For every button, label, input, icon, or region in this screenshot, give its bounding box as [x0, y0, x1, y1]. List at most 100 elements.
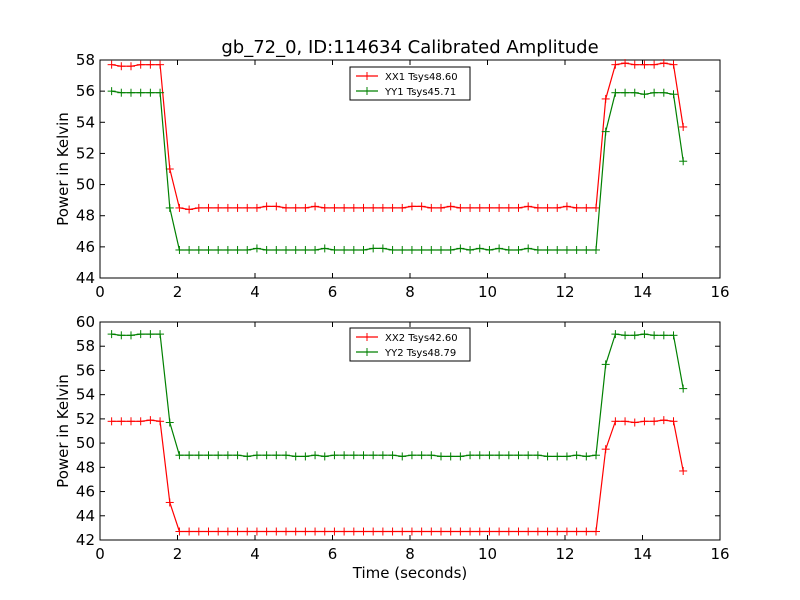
data-point [553, 452, 562, 461]
data-point [562, 202, 571, 211]
data-point [446, 452, 455, 461]
data-point [679, 157, 688, 166]
data-point [146, 416, 155, 425]
data-point [504, 451, 513, 460]
legend-label: XX1 Tsys48.60 [385, 72, 458, 83]
x-tick-label: 16 [710, 283, 729, 301]
data-point [156, 88, 165, 97]
x-tick-label: 12 [555, 283, 574, 301]
data-point [640, 417, 649, 426]
data-point [553, 203, 562, 212]
y-tick-label: 54 [76, 386, 95, 404]
data-point [630, 60, 639, 69]
data-point [398, 452, 407, 461]
data-point [175, 245, 184, 254]
y-tick-label: 58 [76, 337, 95, 355]
data-point [136, 88, 145, 97]
x-tick-label: 4 [250, 545, 260, 563]
data-point [359, 245, 368, 254]
data-point [582, 452, 591, 461]
data-point [340, 451, 349, 460]
y-tick-label: 50 [76, 434, 95, 452]
data-point [340, 245, 349, 254]
data-point [630, 331, 639, 340]
data-point [466, 203, 475, 212]
data-point [621, 59, 630, 68]
data-point [669, 331, 678, 340]
data-point [175, 203, 184, 212]
data-point [146, 88, 155, 97]
data-point [330, 527, 339, 536]
data-point [262, 245, 271, 254]
data-point [223, 203, 232, 212]
data-point [252, 244, 261, 253]
data-point [553, 527, 562, 536]
y-tick-label: 48 [76, 458, 95, 476]
data-point [359, 527, 368, 536]
data-point [194, 527, 203, 536]
data-point [485, 451, 494, 460]
data-point [495, 527, 504, 536]
data-point [446, 202, 455, 211]
data-point [640, 90, 649, 99]
y-tick-label: 58 [76, 51, 95, 69]
data-point [282, 245, 290, 254]
legend-label: XX2 Tsys42.60 [385, 333, 458, 344]
data-point [630, 88, 639, 97]
data-point [243, 527, 252, 536]
data-point [330, 451, 339, 460]
y-tick-label: 44 [76, 507, 95, 525]
data-point [340, 527, 349, 536]
data-point [359, 203, 368, 212]
data-point [340, 203, 349, 212]
y-tick-label: 42 [76, 531, 95, 549]
data-point [262, 202, 271, 211]
data-point [369, 451, 378, 460]
data-point [127, 417, 135, 426]
data-point [272, 202, 281, 211]
data-point [272, 451, 281, 460]
data-point [349, 245, 358, 254]
data-point [562, 452, 571, 461]
y-tick-label: 44 [76, 269, 95, 287]
data-point [562, 527, 571, 536]
data-point [601, 94, 610, 103]
data-point [320, 527, 329, 536]
legend-box [349, 66, 471, 101]
data-point [243, 203, 252, 212]
data-point [543, 527, 552, 536]
data-point [446, 245, 455, 254]
data-point [398, 527, 407, 536]
data-point [204, 203, 213, 212]
legend: XX2 Tsys42.60 YY2 Tsys48.79 [349, 327, 471, 362]
data-point [127, 88, 135, 97]
data-point [407, 245, 416, 254]
data-point [185, 527, 194, 536]
x-tick-label: 10 [478, 545, 497, 563]
data-point [349, 203, 358, 212]
data-point [456, 203, 465, 212]
y-tick-label: 60 [76, 313, 95, 331]
data-point [611, 88, 620, 97]
data-point [504, 203, 513, 212]
data-point [601, 445, 610, 454]
y-tick-label: 56 [76, 361, 95, 379]
data-point [495, 451, 504, 460]
data-point [136, 330, 145, 339]
data-point [301, 245, 310, 254]
data-point [427, 451, 436, 460]
legend-label: YY1 Tsys45.71 [384, 87, 456, 98]
data-point [669, 90, 678, 99]
data-point [504, 245, 513, 254]
data-point [621, 88, 630, 97]
data-point [446, 527, 455, 536]
data-point [466, 527, 475, 536]
data-point [650, 331, 659, 340]
data-point [378, 244, 387, 253]
data-point [437, 245, 445, 254]
data-point [514, 203, 523, 212]
data-point [369, 527, 378, 536]
x-tick-label: 4 [250, 283, 260, 301]
data-point [330, 203, 339, 212]
data-point [417, 527, 426, 536]
